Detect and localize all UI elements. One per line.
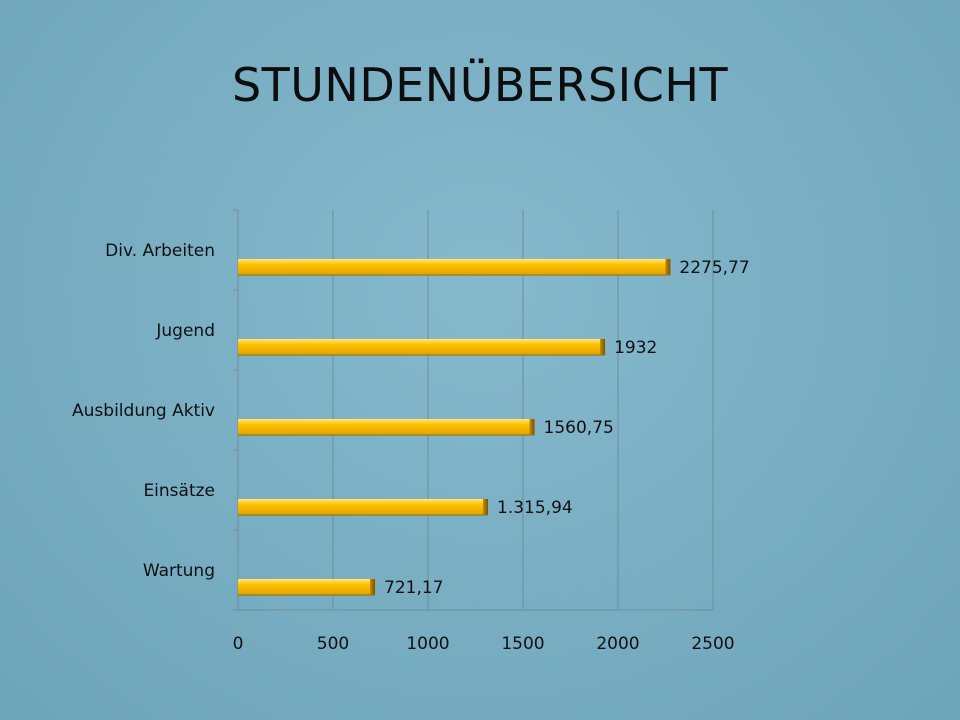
category-label: Wartung — [143, 561, 215, 581]
bar-end-cap — [483, 499, 489, 515]
category-label: Jugend — [155, 321, 215, 341]
x-tick-label: 1000 — [406, 634, 449, 654]
x-tick-label: 500 — [317, 634, 349, 654]
data-label: 721,17 — [384, 578, 443, 598]
category-label: Einsätze — [143, 481, 215, 501]
data-label: 1932 — [614, 338, 657, 358]
gridlines — [233, 209, 714, 611]
category-label: Div. Arbeiten — [105, 241, 215, 261]
data-label: 1.315,94 — [497, 498, 573, 518]
bar-end-cap — [370, 579, 376, 595]
x-tick-label: 0 — [233, 634, 244, 654]
x-tick-label: 2500 — [691, 634, 734, 654]
slide-title: STUNDENÜBERSICHT — [231, 58, 729, 112]
bar — [238, 499, 489, 515]
x-tick-label: 1500 — [501, 634, 544, 654]
data-label: 2275,77 — [679, 258, 749, 278]
data-label: 1560,75 — [544, 418, 614, 438]
category-label: Ausbildung Aktiv — [72, 401, 215, 421]
bar-end-cap — [600, 339, 606, 355]
labels: 0 500 1000 1500 2000 2500 Div. Arbeiten 2275,77… — [72, 241, 750, 654]
bars — [238, 259, 671, 596]
bar — [238, 419, 535, 435]
bar — [238, 339, 606, 355]
bar-end-cap — [665, 259, 671, 275]
x-tick-label: 2000 — [596, 634, 639, 654]
bar-end-cap — [529, 419, 535, 435]
bar — [238, 579, 376, 595]
bar — [238, 259, 671, 275]
